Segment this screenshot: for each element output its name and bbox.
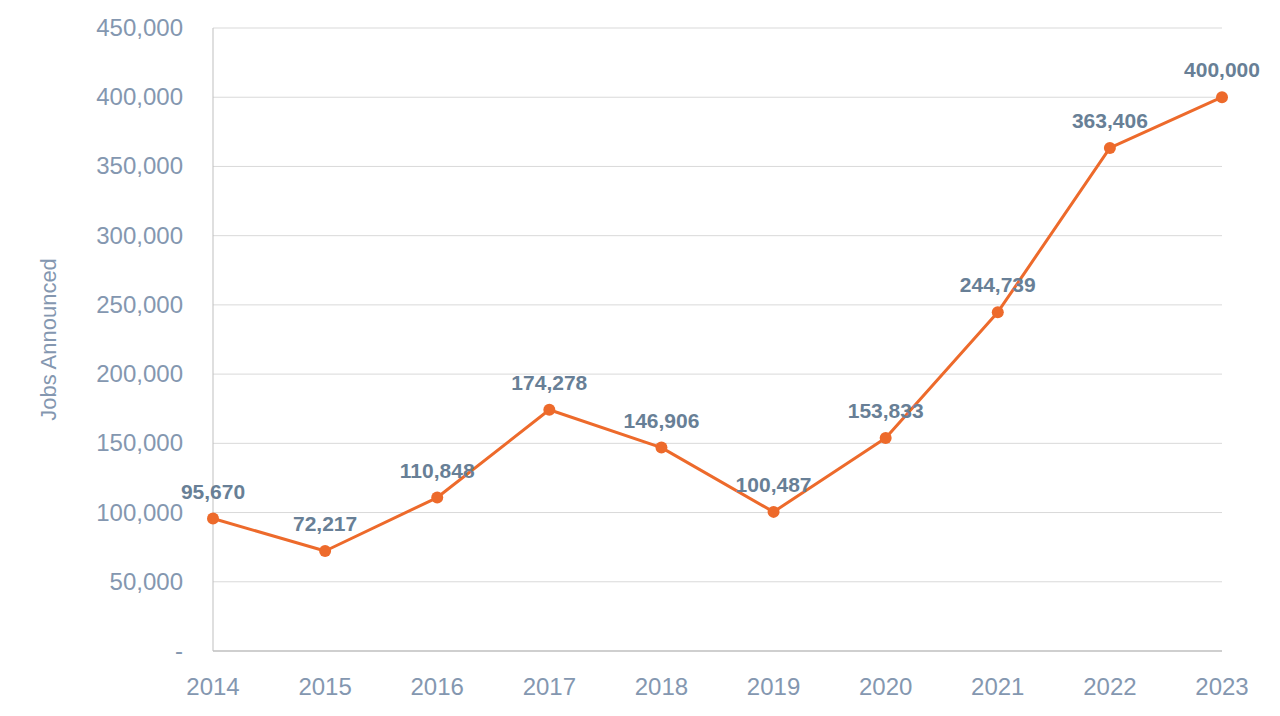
marker: [431, 492, 443, 504]
marker: [207, 513, 219, 525]
y-tick-label: 200,000: [96, 360, 183, 387]
x-tick-label: 2021: [971, 673, 1024, 700]
data-label: 72,217: [293, 512, 357, 535]
grid-line: [213, 304, 1222, 305]
x-tick-label: 2016: [411, 673, 464, 700]
line: [213, 97, 1222, 551]
y-tick-label: 150,000: [96, 429, 183, 456]
x-tick-label: 2023: [1195, 673, 1248, 700]
grid-line: [213, 235, 1222, 236]
marker: [543, 404, 555, 416]
data-label: 146,906: [623, 409, 699, 432]
grid-line: [213, 166, 1222, 167]
series: [207, 91, 1228, 557]
x-tick-label: 2014: [186, 673, 239, 700]
data-label: 153,833: [848, 399, 924, 422]
y-tick-label: 250,000: [96, 291, 183, 318]
data-label: 174,278: [511, 371, 587, 394]
grid-line: [213, 374, 1222, 375]
marker: [768, 506, 780, 518]
marker: [1104, 142, 1116, 154]
x-tick-label: 2017: [523, 673, 576, 700]
y-axis: [213, 28, 214, 651]
marker: [880, 432, 892, 444]
y-tick-label: 300,000: [96, 222, 183, 249]
chart: - 50,000 100,000 150,000 200,000 250,000 300,0…: [0, 0, 1280, 716]
x-tick-label: 2019: [747, 673, 800, 700]
grid-line: [213, 443, 1222, 444]
marker: [1216, 91, 1228, 103]
grid-line: [213, 512, 1222, 513]
data-label: 100,487: [736, 473, 812, 496]
data-label: 400,000: [1184, 58, 1260, 81]
x-tick-label: 2020: [859, 673, 912, 700]
data-label: 363,406: [1072, 109, 1148, 132]
y-tick-label: 400,000: [96, 83, 183, 110]
marker: [319, 545, 331, 557]
data-label: 95,670: [181, 480, 245, 503]
grid-line: [213, 97, 1222, 98]
y-tick-label: 50,000: [110, 568, 183, 595]
data-label: 244,739: [960, 273, 1036, 296]
marker: [655, 442, 667, 454]
grid-line: [213, 581, 1222, 582]
x-axis: [213, 650, 1222, 652]
y-tick-label: -: [175, 637, 183, 664]
x-tick-label: 2015: [298, 673, 351, 700]
grid: [213, 28, 1222, 582]
x-tick-label: 2022: [1083, 673, 1136, 700]
y-tick-label: 450,000: [96, 14, 183, 41]
y-axis-title: Jobs Announced: [36, 258, 61, 421]
y-tick-label: 100,000: [96, 499, 183, 526]
y-tick-label: 350,000: [96, 152, 183, 179]
marker: [992, 306, 1004, 318]
data-label: 110,848: [400, 459, 475, 482]
grid-line: [213, 28, 1222, 29]
x-tick-label: 2018: [635, 673, 688, 700]
